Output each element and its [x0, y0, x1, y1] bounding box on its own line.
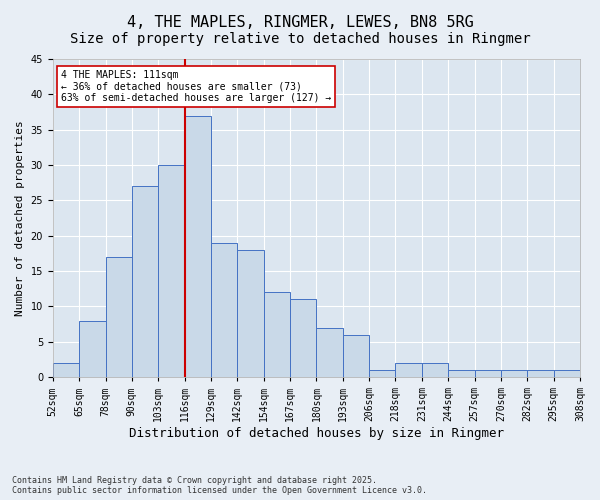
Bar	[158, 165, 185, 377]
Bar	[369, 370, 395, 377]
X-axis label: Distribution of detached houses by size in Ringmer: Distribution of detached houses by size …	[129, 427, 504, 440]
Text: 4, THE MAPLES, RINGMER, LEWES, BN8 5RG: 4, THE MAPLES, RINGMER, LEWES, BN8 5RG	[127, 15, 473, 30]
Bar	[527, 370, 554, 377]
Bar	[185, 116, 211, 377]
Bar	[290, 300, 316, 377]
Text: 4 THE MAPLES: 111sqm
← 36% of detached houses are smaller (73)
63% of semi-detac: 4 THE MAPLES: 111sqm ← 36% of detached h…	[61, 70, 331, 103]
Bar	[422, 363, 448, 377]
Bar	[79, 320, 106, 377]
Bar	[263, 292, 290, 377]
Bar	[554, 370, 580, 377]
Bar	[106, 257, 132, 377]
Text: Size of property relative to detached houses in Ringmer: Size of property relative to detached ho…	[70, 32, 530, 46]
Bar	[448, 370, 475, 377]
Bar	[132, 186, 158, 377]
Y-axis label: Number of detached properties: Number of detached properties	[15, 120, 25, 316]
Bar	[53, 363, 79, 377]
Bar	[343, 334, 369, 377]
Bar	[211, 243, 238, 377]
Bar	[395, 363, 422, 377]
Bar	[501, 370, 527, 377]
Bar	[475, 370, 501, 377]
Text: Contains HM Land Registry data © Crown copyright and database right 2025.
Contai: Contains HM Land Registry data © Crown c…	[12, 476, 427, 495]
Bar	[238, 250, 263, 377]
Bar	[316, 328, 343, 377]
